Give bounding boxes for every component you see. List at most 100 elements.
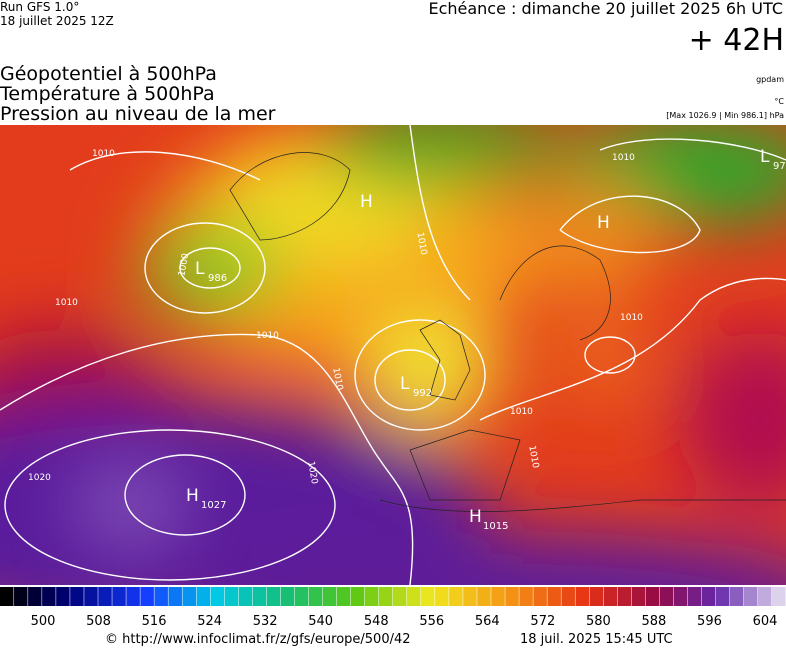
- colorbar-swatch: [393, 587, 407, 606]
- colorbar-swatch: [407, 587, 421, 606]
- pressure-center-value: 1027: [201, 500, 226, 511]
- colorbar-swatch: [126, 587, 140, 606]
- colorbar-swatch: [757, 587, 772, 606]
- isobar-label: 1010: [526, 445, 540, 470]
- colorbar-tick-label: 572: [530, 614, 555, 629]
- isobar-label: 1010: [92, 149, 115, 159]
- lead-time: + 42H: [689, 23, 784, 58]
- colorbar-tick-label: 532: [253, 614, 278, 629]
- pressure-center-letter: H: [597, 213, 610, 233]
- pressure-center-letter: H: [360, 192, 373, 212]
- run-date: 18 juillet 2025 12Z: [0, 14, 114, 28]
- colorbar-tick-label: 556: [419, 614, 444, 629]
- colorbar-swatch: [645, 587, 660, 606]
- pressure-center-letter: L: [195, 259, 205, 279]
- colorbar-swatch: [477, 587, 491, 606]
- isobar-label: 1010: [330, 367, 344, 392]
- colorbar-swatch: [547, 587, 561, 606]
- colorbar: [0, 587, 786, 606]
- colorbar-tick-label: 604: [753, 614, 778, 629]
- colorbar-tick-label: 540: [308, 614, 333, 629]
- colorbar-tick-label: 500: [31, 614, 56, 629]
- colorbar-swatch: [98, 587, 112, 606]
- colorbar-swatch: [308, 587, 323, 606]
- colorbar-swatch: [210, 587, 225, 606]
- colorbar-swatch: [687, 587, 702, 606]
- colorbar-swatch: [378, 587, 393, 606]
- footer-url: © http://www.infoclimat.fr/z/gfs/europe/…: [105, 632, 411, 647]
- colorbar-swatch: [266, 587, 281, 606]
- colorbar-swatch: [561, 587, 575, 606]
- legend-line: Pression au niveau de la mer: [0, 103, 276, 125]
- colorbar-tick-label: 524: [197, 614, 222, 629]
- isobar-label: 1000: [177, 252, 191, 277]
- colorbar-tick-label: 508: [86, 614, 111, 629]
- unit: [Max 1026.9 | Min 986.1] hPa: [666, 111, 784, 120]
- colorbar-swatch: [421, 587, 435, 606]
- colorbar-tick-label: 580: [586, 614, 611, 629]
- colorbar-swatch: [182, 587, 196, 606]
- colorbar-swatch: [519, 587, 533, 606]
- pressure-center-value: 97: [773, 161, 786, 172]
- colorbar-swatch: [449, 587, 463, 606]
- isobar-label: 1010: [620, 313, 643, 323]
- colorbar-swatch: [14, 587, 28, 606]
- colorbar-swatch: [364, 587, 379, 606]
- colorbar-swatch: [28, 587, 42, 606]
- colorbar-tick-label: 564: [475, 614, 500, 629]
- colorbar-swatch: [336, 587, 351, 606]
- isobars: [0, 125, 786, 585]
- echeance: Echéance : dimanche 20 juillet 2025 6h U…: [428, 0, 783, 18]
- pressure-center-value: 1015: [483, 521, 508, 532]
- colorbar-swatch: [112, 587, 126, 606]
- colorbar-swatch: [743, 587, 758, 606]
- colorbar-swatch: [575, 587, 589, 606]
- legend-line: Géopotentiel à 500hPa: [0, 63, 217, 85]
- colorbar-swatch: [603, 587, 618, 606]
- colorbar-swatch: [252, 587, 267, 606]
- pressure-center-letter: L: [400, 374, 410, 394]
- colorbar-swatch: [491, 587, 505, 606]
- pressure-center-letter: H: [186, 486, 199, 506]
- colorbar-swatch: [715, 587, 730, 606]
- colorbar-swatch: [280, 587, 295, 606]
- colorbar-swatch: [168, 587, 182, 606]
- colorbar-swatch: [659, 587, 674, 606]
- colorbar-swatch: [0, 587, 14, 606]
- colorbar-swatch: [589, 587, 604, 606]
- pressure-center-letter: H: [469, 507, 482, 527]
- coastlines: [229, 152, 786, 512]
- footer-timestamp: 18 juil. 2025 15:45 UTC: [520, 632, 673, 647]
- isobar-label: 1010: [256, 331, 279, 341]
- colorbar-swatch: [224, 587, 239, 606]
- colorbar-swatch: [533, 587, 547, 606]
- colorbar-swatch: [435, 587, 449, 606]
- colorbar-swatch: [238, 587, 253, 606]
- colorbar-swatch: [196, 587, 211, 606]
- colorbar-swatch: [42, 587, 56, 606]
- colorbar-swatch: [140, 587, 154, 606]
- colorbar-swatch: [673, 587, 688, 606]
- legend-line: Température à 500hPa: [0, 83, 215, 105]
- pressure-center-value: 986: [208, 273, 227, 284]
- isobar-label: 1010: [55, 298, 78, 308]
- map: [0, 125, 786, 585]
- colorbar-swatch: [701, 587, 716, 606]
- isobar-label: 1010: [510, 407, 533, 417]
- colorbar-swatch: [56, 587, 70, 606]
- unit: gpdam: [756, 75, 784, 84]
- colorbar-tick-label: 588: [642, 614, 667, 629]
- colorbar-swatch: [322, 587, 337, 606]
- colorbar-swatch: [505, 587, 519, 606]
- colorbar-swatch: [294, 587, 309, 606]
- colorbar-swatch: [463, 587, 477, 606]
- unit: °C: [774, 97, 784, 106]
- colorbar-swatch: [154, 587, 168, 606]
- isobar-label: 1010: [414, 232, 428, 257]
- isobar-label: 1010: [612, 153, 635, 163]
- colorbar-swatch: [771, 587, 786, 606]
- pressure-center-letter: L: [760, 147, 770, 167]
- colorbar-swatch: [631, 587, 646, 606]
